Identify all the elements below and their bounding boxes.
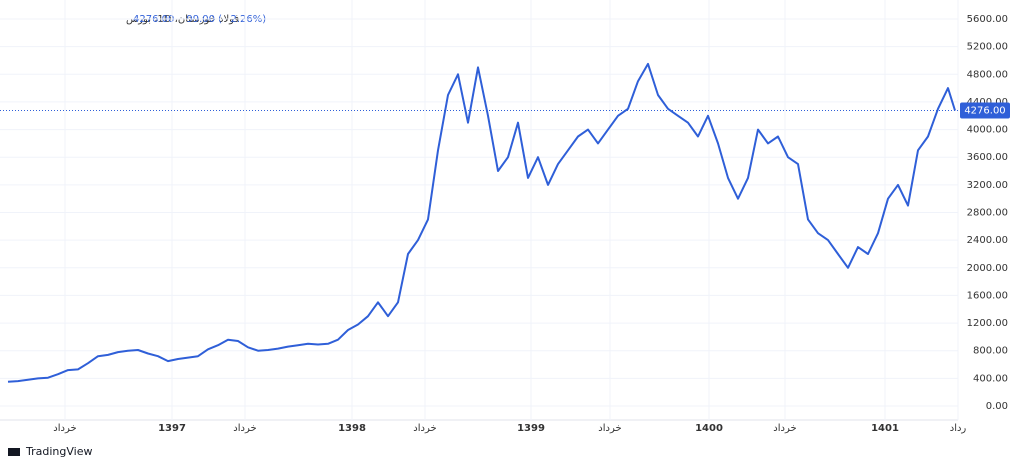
x-tick-label: خرداد bbox=[233, 423, 256, 434]
x-tick-label: خرداد bbox=[413, 423, 436, 434]
y-tick-label: 3600.00 bbox=[967, 152, 1008, 163]
y-tick-label: 1600.00 bbox=[967, 290, 1008, 301]
price-line bbox=[7, 62, 956, 383]
y-tick-label: 4000.00 bbox=[967, 125, 1008, 136]
y-tick-label: 2000.00 bbox=[967, 263, 1008, 274]
y-tick-label: 2400.00 bbox=[967, 235, 1008, 246]
y-tick-label: 800.00 bbox=[973, 346, 1008, 357]
y-tick-label: 4800.00 bbox=[967, 69, 1008, 80]
x-tick-label: 1398 bbox=[338, 423, 366, 434]
x-tick-label: خرداد bbox=[773, 423, 796, 434]
x-tick-label: 1399 bbox=[517, 423, 545, 434]
logo-icon bbox=[8, 448, 20, 456]
y-tick-label: 5600.00 bbox=[967, 14, 1008, 25]
x-tick-label: 1397 bbox=[158, 423, 186, 434]
y-tick-label: 4400.00 bbox=[967, 97, 1008, 108]
x-tick-label: خرداد bbox=[598, 423, 621, 434]
y-tick-label: 3200.00 bbox=[967, 180, 1008, 191]
y-tick-label: 2800.00 bbox=[967, 208, 1008, 219]
y-tick-label: 1200.00 bbox=[967, 318, 1008, 329]
logo: TradingView bbox=[8, 445, 92, 458]
x-tick-label: 1400 bbox=[695, 423, 723, 434]
y-tick-label: 5200.00 bbox=[967, 42, 1008, 53]
price-tag-label: 4276.00 bbox=[964, 105, 1005, 116]
brand: TradingView bbox=[25, 445, 92, 458]
x-tick-label: رداد bbox=[950, 423, 967, 434]
y-tick-label: 0.00 bbox=[986, 401, 1008, 412]
y-tick-label: 400.00 bbox=[973, 373, 1008, 384]
x-tick-label: 1401 bbox=[871, 423, 899, 434]
price-tag bbox=[960, 102, 1010, 119]
x-tick-label: خرداد bbox=[53, 423, 76, 434]
